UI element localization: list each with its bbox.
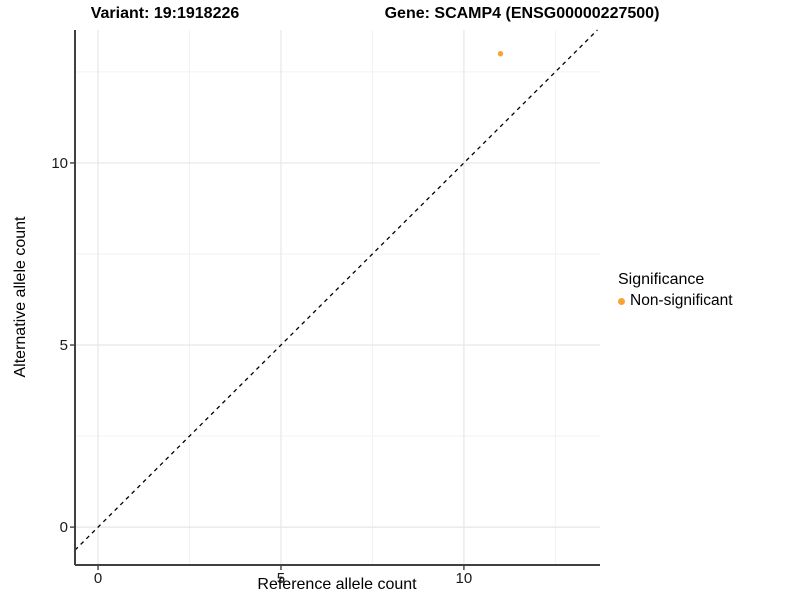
x-tick-label: 0: [93, 570, 103, 587]
x-tick-label: 10: [455, 570, 473, 587]
legend-item-label: Non-significant: [630, 292, 733, 309]
plot-panel: [70, 29, 600, 570]
y-axis-title: Alternative allele count: [12, 216, 29, 378]
legend-title: Significance: [618, 271, 705, 288]
x-axis-title: Reference allele count: [257, 576, 417, 593]
legend: Significance Non-significant: [618, 271, 733, 310]
y-tick-label: 10: [51, 154, 68, 172]
legend-item: Non-significant: [618, 292, 733, 310]
x-tick-label: 5: [276, 570, 286, 587]
variant-title: Variant: 19:1918226: [90, 5, 240, 22]
y-tick-label: 0: [59, 519, 68, 537]
legend-point-icon: [618, 297, 625, 305]
gene-title: Gene: SCAMP4 (ENSG00000227500): [384, 5, 660, 22]
data-point: [497, 50, 504, 57]
identity-line: [74, 29, 598, 551]
y-tick-label: 5: [59, 337, 68, 355]
